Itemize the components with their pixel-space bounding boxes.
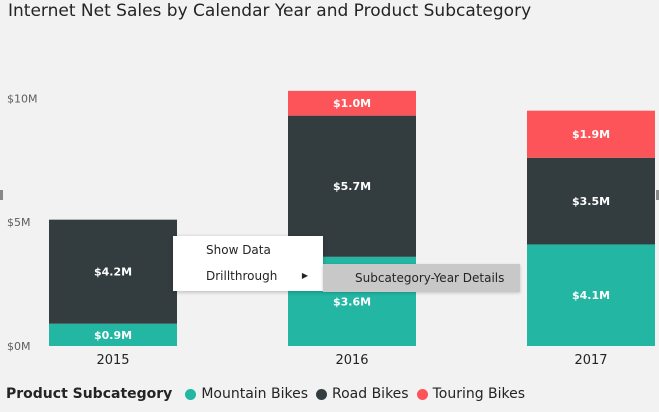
legend-item-touring-bikes[interactable]: Touring Bikes bbox=[416, 386, 526, 402]
data-label: $4.2M bbox=[94, 266, 132, 279]
y-tick-label: $5M bbox=[7, 216, 31, 229]
legend-label-road-bikes: Road Bikes bbox=[332, 386, 409, 402]
bar-road-bikes-2015[interactable] bbox=[49, 219, 177, 324]
legend-item-road-bikes[interactable]: Road Bikes bbox=[316, 386, 409, 402]
y-tick-label: $0M bbox=[7, 340, 31, 353]
resize-handle-left[interactable] bbox=[0, 190, 3, 200]
drillthrough-submenu: Subcategory-Year Details bbox=[323, 264, 520, 292]
legend-label-mountain-bikes: Mountain Bikes bbox=[201, 386, 308, 402]
context-menu-show-data[interactable]: Show Data bbox=[173, 237, 323, 263]
legend-label-touring-bikes: Touring Bikes bbox=[432, 386, 526, 402]
data-label: $1.0M bbox=[333, 97, 371, 110]
data-label: $1.9M bbox=[572, 128, 610, 141]
bar-road-bikes-2016[interactable] bbox=[288, 115, 416, 257]
data-label: $3.5M bbox=[572, 195, 610, 208]
data-label: $0.9M bbox=[94, 329, 132, 342]
context-menu-drillthrough[interactable]: Drillthrough ▶ bbox=[173, 263, 323, 289]
show-data-label: Show Data bbox=[206, 243, 271, 257]
submenu-item-subcategory-year-details[interactable]: Subcategory-Year Details bbox=[355, 271, 505, 285]
bar-mountain-bikes-2017[interactable] bbox=[527, 244, 655, 346]
y-tick-label: $10M bbox=[7, 92, 38, 105]
legend-item-mountain-bikes[interactable]: Mountain Bikes bbox=[185, 386, 308, 402]
legend-dot-mountain-bikes bbox=[185, 388, 197, 400]
x-tick-label: 2017 bbox=[574, 353, 607, 368]
data-label: $5.7M bbox=[333, 180, 371, 193]
bar-touring-bikes-2017[interactable] bbox=[527, 110, 655, 158]
legend: Product Subcategory Mountain Bikes Road … bbox=[6, 384, 533, 404]
legend-dot-road-bikes bbox=[316, 388, 327, 400]
x-tick-label: 2016 bbox=[335, 353, 368, 368]
x-tick-label: 2015 bbox=[96, 353, 129, 368]
data-label: $3.6M bbox=[333, 295, 371, 308]
legend-dot-touring-bikes bbox=[416, 388, 428, 400]
bar-road-bikes-2017[interactable] bbox=[527, 157, 655, 245]
chevron-right-icon: ▶ bbox=[301, 271, 308, 280]
resize-handle-right[interactable] bbox=[656, 190, 659, 200]
data-label: $4.1M bbox=[572, 289, 610, 302]
bar-touring-bikes-2016[interactable] bbox=[288, 90, 416, 116]
legend-title: Product Subcategory bbox=[6, 386, 173, 402]
bar-mountain-bikes-2015[interactable] bbox=[49, 323, 177, 346]
chart-title: Internet Net Sales by Calendar Year and … bbox=[8, 1, 532, 21]
context-menu: Show Data Drillthrough ▶ bbox=[173, 236, 323, 291]
drillthrough-label: Drillthrough bbox=[206, 269, 278, 283]
